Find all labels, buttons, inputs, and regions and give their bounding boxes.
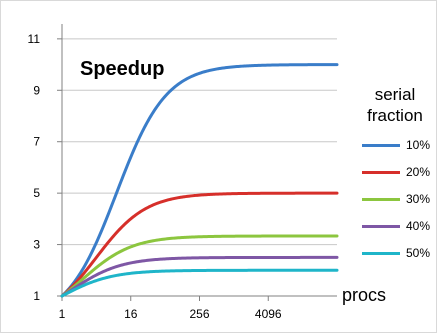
legend-swatch-20 bbox=[362, 170, 400, 174]
legend-label-10: 10% bbox=[406, 138, 431, 152]
legend-item-50: 50% bbox=[362, 245, 430, 261]
axes bbox=[57, 24, 337, 301]
y-tick-label-7: 7 bbox=[33, 135, 40, 149]
y-tick-labels: 1 3 5 7 9 11 bbox=[28, 32, 41, 303]
legend-item-40: 40% bbox=[362, 218, 430, 234]
x-tick-label-256: 256 bbox=[189, 307, 209, 321]
x-tick-label-4096: 4096 bbox=[255, 307, 282, 321]
y-tick-label-11: 11 bbox=[28, 32, 41, 46]
legend-swatch-40 bbox=[362, 224, 400, 228]
chart-title: Speedup bbox=[80, 58, 165, 80]
legend-title-line-2: fraction bbox=[367, 106, 423, 125]
legend-item-10: 10% bbox=[362, 137, 430, 153]
x-axis-label: procs bbox=[342, 285, 387, 305]
y-tick-label-9: 9 bbox=[33, 83, 40, 97]
series-line-40 bbox=[60, 255, 339, 298]
series-line-30 bbox=[60, 234, 339, 298]
x-tick-labels: 1 16 256 4096 bbox=[59, 307, 282, 321]
legend-label-50: 50% bbox=[406, 246, 431, 260]
legend-item-20: 20% bbox=[362, 164, 430, 180]
y-tick-label-3: 3 bbox=[33, 238, 40, 252]
x-tick-label-1: 1 bbox=[59, 307, 66, 321]
series-lines bbox=[60, 63, 339, 298]
legend-label-30: 30% bbox=[406, 192, 431, 206]
legend-title-line-1: serial bbox=[374, 85, 416, 104]
legend-label-20: 20% bbox=[406, 165, 431, 179]
series-line-50 bbox=[60, 268, 339, 298]
x-tick-label-16: 16 bbox=[124, 307, 138, 321]
legend-label-40: 40% bbox=[406, 219, 431, 233]
legend-item-30: 30% bbox=[362, 191, 430, 207]
legend-swatch-50 bbox=[362, 251, 400, 255]
legend-swatch-10 bbox=[362, 143, 400, 147]
legend-swatch-30 bbox=[362, 197, 400, 201]
series-line-20 bbox=[60, 191, 339, 298]
y-tick-label-5: 5 bbox=[33, 186, 40, 200]
series-line-10 bbox=[60, 63, 339, 298]
y-tick-label-1: 1 bbox=[33, 289, 40, 303]
